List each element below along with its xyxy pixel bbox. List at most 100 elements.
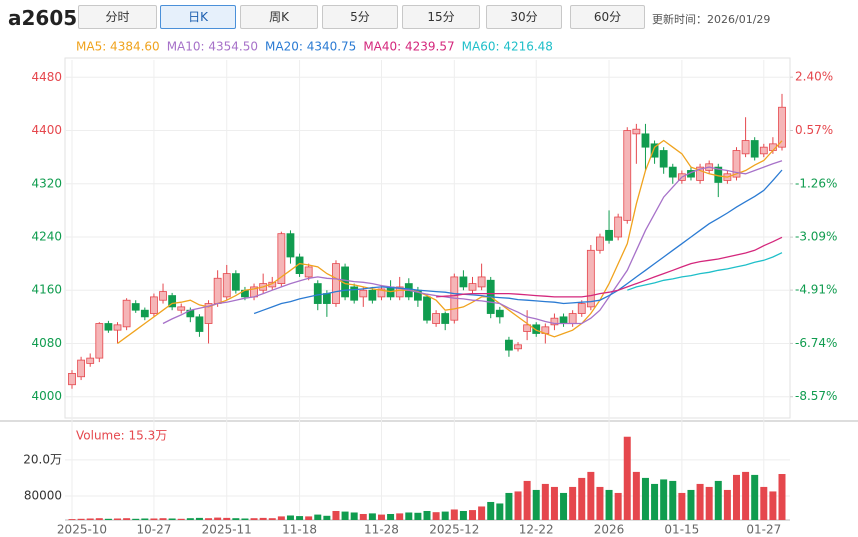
candle-body <box>614 216 623 238</box>
volume-bar <box>578 477 586 520</box>
x-tick-label: 2025-10 <box>57 523 107 537</box>
candle-body <box>140 309 149 318</box>
timeframe-tab[interactable]: 周K <box>240 5 318 29</box>
timeframe-tab[interactable]: 30分 <box>486 5 562 29</box>
candle-body <box>204 303 213 324</box>
legend-entry: MA20: 4340.75 <box>265 40 356 54</box>
volume-bar <box>696 483 704 520</box>
update-time: 更新时间：2026/01/29 <box>652 13 771 26</box>
candle-body <box>113 324 122 331</box>
y2-tick-label: -1.26% <box>795 176 837 190</box>
timeframe-tab[interactable]: 15分 <box>402 5 480 29</box>
candle-body <box>568 313 577 324</box>
volume-bar <box>669 480 677 520</box>
candle-body <box>159 291 167 301</box>
volume-bar <box>232 518 240 520</box>
volume-bar <box>605 489 613 520</box>
x-tick-label: 12-22 <box>519 523 554 537</box>
x-tick-label: 11-18 <box>282 523 317 537</box>
ma-line <box>627 252 783 291</box>
volume-bar <box>368 513 376 520</box>
volume-bar <box>77 518 85 520</box>
volume-bar <box>769 491 777 520</box>
volume-bar <box>432 512 440 520</box>
candle-body <box>778 106 786 148</box>
volume-bar <box>742 471 750 520</box>
volume-bar <box>678 492 686 520</box>
candle-body <box>359 289 368 298</box>
volume-bar <box>459 510 467 520</box>
candle-body <box>332 263 340 304</box>
candle-body <box>759 146 768 155</box>
candle-body <box>322 293 331 304</box>
volume-bar <box>223 517 231 520</box>
y2-tick-label: -6.74% <box>795 336 837 350</box>
candle-body <box>277 233 286 284</box>
volume-bar <box>587 471 595 520</box>
volume-bar <box>132 518 140 520</box>
header: a2605 更新时间：2026/01/29 分时 日K 周K 5分 15分 30分 60分 <box>0 0 858 36</box>
volume-bar <box>569 486 577 520</box>
candle-body <box>650 143 659 158</box>
timeframe-tab[interactable]: 日K <box>160 5 236 29</box>
candle-body <box>586 249 595 308</box>
volume-bar <box>396 513 404 520</box>
candle-body <box>505 339 513 351</box>
chart: 2025-10 10-27 2025-11 11-18 11-28 2025-12 12-2… <box>0 40 858 537</box>
volume-bar <box>532 489 540 520</box>
volume-bar <box>277 516 285 520</box>
candle-body <box>77 359 86 378</box>
volume-bar <box>478 506 486 520</box>
y2-tick-label: 2.40% <box>795 70 833 84</box>
volume-bar <box>177 518 185 520</box>
timeframe-tab[interactable]: 60分 <box>570 5 645 29</box>
volume-bar <box>214 517 222 520</box>
candle-body <box>750 140 759 158</box>
volume-bar <box>341 511 349 520</box>
candle-body <box>168 295 177 308</box>
candle-body <box>477 276 486 288</box>
candle-body <box>377 288 386 298</box>
timeframe-tab[interactable]: 分时 <box>78 5 157 29</box>
candle-body <box>68 373 76 386</box>
candle-body <box>395 286 404 298</box>
candle-body <box>577 303 586 314</box>
volume-bar <box>68 519 76 520</box>
timeframe-tab[interactable]: 5分 <box>322 5 398 29</box>
volume-bar <box>168 518 176 520</box>
volume-bar <box>159 518 167 520</box>
volume-bar <box>314 514 322 520</box>
y2-tick-label: -3.09% <box>795 230 837 244</box>
volume-bar <box>732 474 740 520</box>
candle-body <box>86 357 95 364</box>
candle-body <box>213 277 222 304</box>
volume-bar <box>487 501 495 520</box>
volume-bar <box>778 474 786 520</box>
candle-body <box>514 344 522 350</box>
y-tick-label: 4480 <box>31 70 62 84</box>
volume-bar <box>141 518 149 520</box>
candle-body <box>368 289 377 301</box>
candle-body <box>596 236 604 251</box>
legend-entry: MA5: 4384.60 <box>76 40 160 54</box>
volume-bar <box>514 491 522 520</box>
volume-bar <box>523 480 531 520</box>
candle-body <box>459 276 468 288</box>
candle-body <box>623 130 632 221</box>
volume-bar <box>104 518 112 520</box>
candle-body <box>222 273 231 298</box>
candle-body <box>104 323 113 331</box>
candle-body <box>605 229 613 241</box>
y-tick-label: 80000 <box>24 488 62 502</box>
volume-bar <box>205 518 213 520</box>
candle-body <box>732 150 741 178</box>
y-tick-label: 4000 <box>31 389 62 403</box>
volume-bar <box>541 483 549 520</box>
volume-bar <box>651 483 659 520</box>
volume-bar <box>268 518 276 520</box>
x-tick-label: 2025-12 <box>429 523 479 537</box>
candle-body <box>131 303 140 311</box>
volume-bar <box>723 489 731 520</box>
volume-bar <box>387 513 395 520</box>
candle-body <box>295 256 304 275</box>
